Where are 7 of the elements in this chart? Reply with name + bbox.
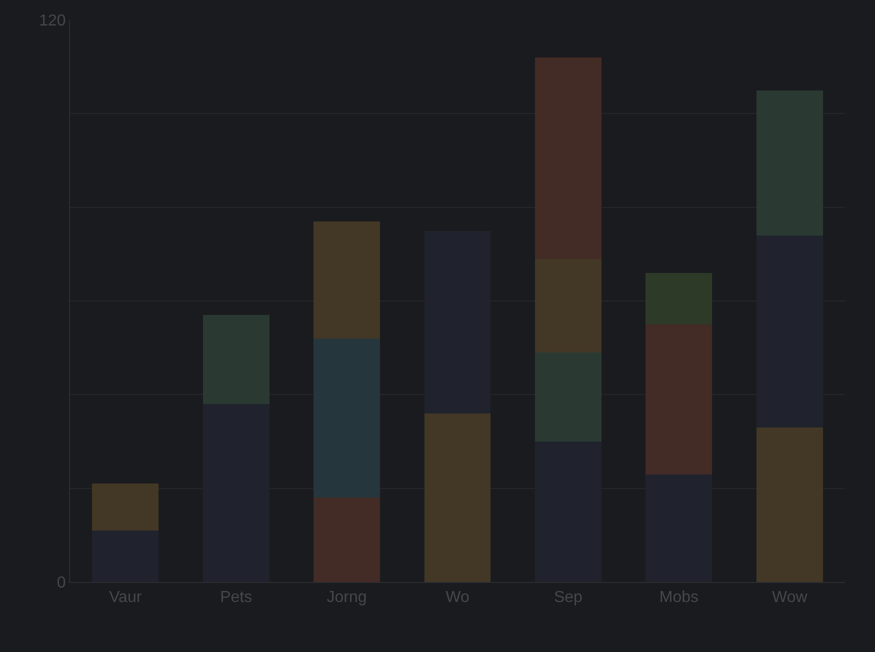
bar <box>314 338 380 498</box>
bar <box>535 258 602 353</box>
bar <box>202 315 270 404</box>
bar <box>646 272 712 324</box>
bar <box>314 221 380 338</box>
bar <box>535 57 602 259</box>
bar <box>535 352 602 442</box>
